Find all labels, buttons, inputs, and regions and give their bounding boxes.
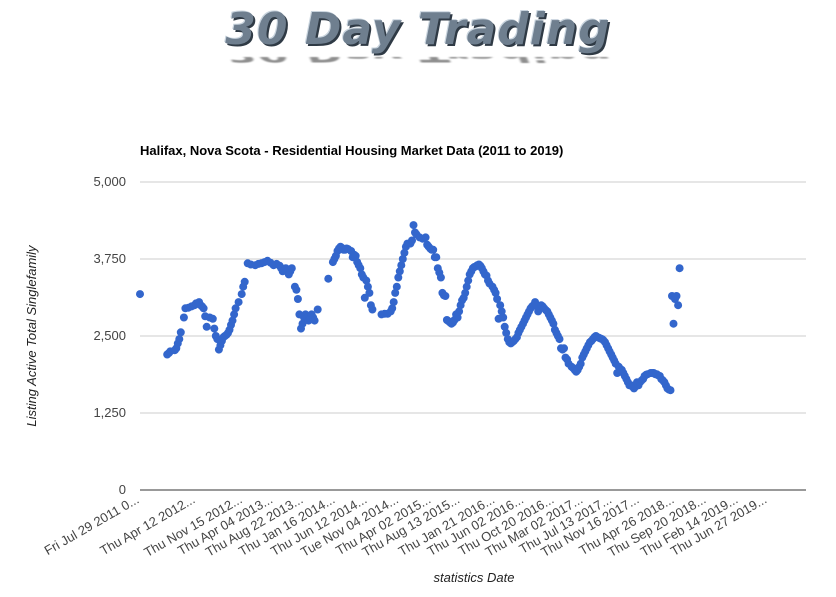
data-point bbox=[240, 277, 249, 286]
data-point bbox=[436, 273, 445, 282]
data-point bbox=[228, 316, 237, 325]
data-point bbox=[397, 261, 406, 270]
data-point bbox=[409, 221, 418, 230]
data-point bbox=[208, 314, 217, 323]
x-tick-label: Fri Jul 29 2011 0... bbox=[42, 492, 142, 558]
data-point bbox=[461, 288, 470, 297]
data-point bbox=[230, 310, 239, 319]
y-tick-label: 2,500 bbox=[93, 328, 126, 343]
data-point bbox=[674, 301, 683, 310]
data-point bbox=[560, 344, 568, 353]
data-point bbox=[400, 248, 409, 257]
data-point bbox=[408, 236, 416, 245]
y-tick-label: 1,250 bbox=[93, 405, 126, 420]
data-point bbox=[455, 307, 464, 316]
data-point bbox=[499, 313, 508, 322]
data-point bbox=[368, 305, 377, 314]
data-point bbox=[175, 335, 184, 344]
data-point bbox=[389, 298, 398, 307]
data-point bbox=[493, 295, 502, 303]
data-point bbox=[388, 304, 397, 313]
data-point bbox=[429, 245, 438, 254]
data-point bbox=[669, 319, 678, 328]
data-point bbox=[351, 251, 360, 260]
data-point bbox=[313, 305, 322, 314]
data-point bbox=[202, 322, 211, 331]
data-point bbox=[496, 301, 505, 310]
data-point bbox=[298, 319, 307, 328]
data-point bbox=[464, 276, 473, 285]
data-point bbox=[392, 282, 401, 291]
chart-title: Halifax, Nova Scota - Residential Housin… bbox=[140, 143, 564, 158]
y-tick-label: 0 bbox=[119, 482, 126, 497]
data-point bbox=[394, 273, 403, 282]
data-point bbox=[576, 359, 585, 368]
data-point bbox=[231, 304, 240, 313]
y-tick-label: 3,750 bbox=[93, 251, 126, 266]
y-axis-title: Listing Active Total Singlefamily bbox=[24, 244, 39, 427]
data-point bbox=[199, 304, 208, 313]
data-point bbox=[666, 386, 675, 395]
data-point bbox=[502, 328, 511, 337]
data-point bbox=[491, 288, 500, 297]
y-tick-label: 5,000 bbox=[93, 174, 126, 189]
data-point bbox=[395, 267, 404, 276]
data-points bbox=[136, 221, 684, 395]
data-point bbox=[179, 313, 188, 322]
data-point bbox=[363, 282, 372, 291]
data-point bbox=[176, 328, 185, 337]
data-point bbox=[324, 274, 333, 283]
data-point bbox=[549, 319, 558, 328]
data-point bbox=[555, 335, 564, 344]
data-point bbox=[293, 295, 302, 303]
data-point bbox=[432, 253, 441, 262]
data-point bbox=[500, 322, 509, 331]
y-axis-ticks: 0 1,250 2,500 3,750 5,000 bbox=[93, 174, 126, 497]
data-point bbox=[292, 285, 301, 294]
data-point bbox=[672, 292, 681, 300]
gridlines bbox=[140, 181, 806, 491]
data-point bbox=[362, 276, 371, 285]
data-point bbox=[310, 316, 319, 325]
data-point bbox=[365, 288, 374, 297]
x-axis-title: statistics Date bbox=[434, 570, 515, 585]
data-point bbox=[441, 292, 450, 300]
x-axis-ticks: Fri Jul 29 2011 0...Thu Apr 12 2012...Th… bbox=[42, 492, 770, 560]
data-point bbox=[398, 255, 407, 263]
logo: 30 Day Trading 30 Day Trading bbox=[0, 0, 836, 100]
data-point bbox=[136, 290, 144, 299]
data-point bbox=[391, 288, 400, 297]
data-point bbox=[421, 233, 430, 242]
data-point bbox=[237, 290, 246, 299]
data-point bbox=[675, 264, 684, 273]
data-point bbox=[210, 324, 219, 333]
data-point bbox=[234, 298, 243, 307]
data-point bbox=[497, 307, 506, 316]
logo-text: 30 Day Trading bbox=[225, 4, 611, 55]
data-point bbox=[356, 264, 365, 273]
data-point bbox=[462, 282, 471, 291]
data-point bbox=[453, 313, 462, 322]
data-point bbox=[287, 264, 296, 273]
